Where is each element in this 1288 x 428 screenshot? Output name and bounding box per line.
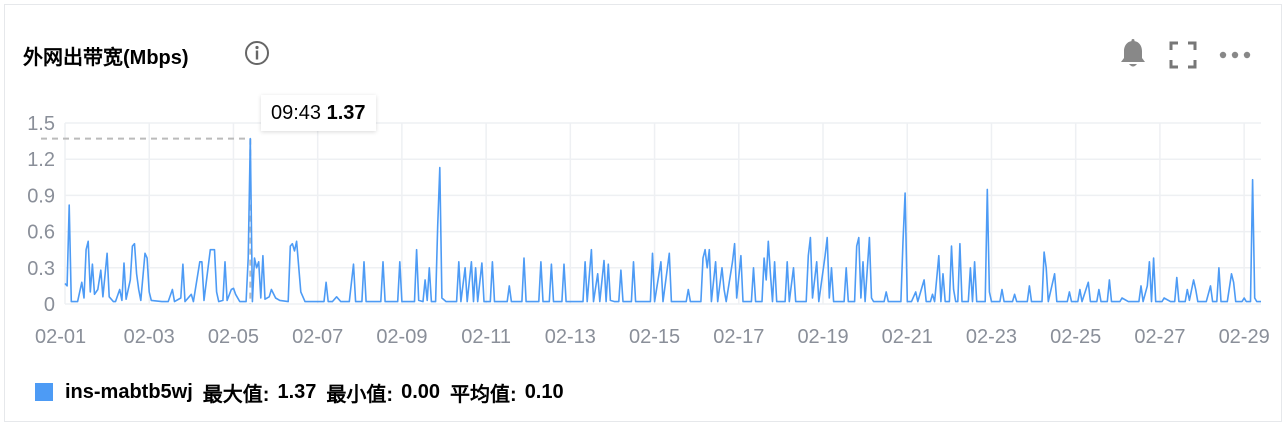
x-tick-label: 02-13 [545, 326, 596, 348]
legend-avg-value: 0.10 [524, 380, 564, 403]
y-tick-label: 0 [44, 294, 55, 316]
legend-avg-label: 平均值: [450, 383, 517, 406]
legend-max-value: 1.37 [277, 380, 317, 403]
y-tick-label: 1.2 [27, 149, 55, 171]
x-tick-label: 02-29 [1219, 326, 1270, 348]
chart-card: 外网出带宽(Mbps) 0 0.3 0.6 0.9 1.2 1.5 02-01 02-03 0… [4, 4, 1282, 422]
x-tick-label: 02-25 [1050, 326, 1101, 348]
tooltip-time: 09:43 [271, 102, 322, 124]
chart-legend: ins-mabtb5wj 最大值: 1.37 最小值: 0.00 平均值: 0.… [35, 379, 564, 406]
x-tick-label: 02-27 [1134, 326, 1185, 348]
x-tick-label: 02-11 [461, 326, 511, 348]
series-line [64, 137, 1261, 303]
x-tick-label: 02-21 [882, 326, 933, 348]
x-tick-label: 02-19 [797, 326, 848, 348]
x-tick-label: 02-03 [124, 326, 175, 348]
x-tick-label: 02-07 [292, 326, 343, 348]
y-tick-label: 0.3 [27, 258, 55, 280]
x-tick-label: 02-15 [629, 326, 680, 348]
chart-title: 外网出带宽(Mbps) [23, 47, 189, 69]
x-tick-label: 02-17 [713, 326, 764, 348]
legend-min-value: 0.00 [401, 380, 441, 403]
x-tick-label: 02-01 [35, 326, 86, 348]
y-tick-label: 1.5 [27, 113, 55, 135]
x-tick-label: 02-05 [208, 326, 259, 348]
legend-max-label: 最大值: [202, 383, 270, 406]
more-icon[interactable] [1218, 43, 1252, 67]
bell-icon[interactable] [1118, 38, 1148, 70]
legend-series-name[interactable]: ins-mabtb5wj [65, 380, 193, 403]
bandwidth-chart: 0 0.3 0.6 0.9 1.2 1.5 02-01 02-03 02-05 02-07 02-… [27, 113, 1270, 348]
legend-swatch [35, 383, 53, 401]
legend-min-label: 最小值: [326, 383, 394, 406]
chart-tooltip: 09:43 1.37 [261, 95, 376, 131]
fullscreen-icon[interactable] [1168, 40, 1198, 70]
info-icon[interactable] [243, 39, 271, 67]
y-tick-label: 0.6 [27, 222, 55, 244]
tooltip-value: 1.37 [326, 102, 366, 124]
y-tick-label: 0.9 [27, 185, 55, 207]
x-tick-label: 02-09 [376, 326, 427, 348]
x-tick-label: 02-23 [966, 326, 1017, 348]
